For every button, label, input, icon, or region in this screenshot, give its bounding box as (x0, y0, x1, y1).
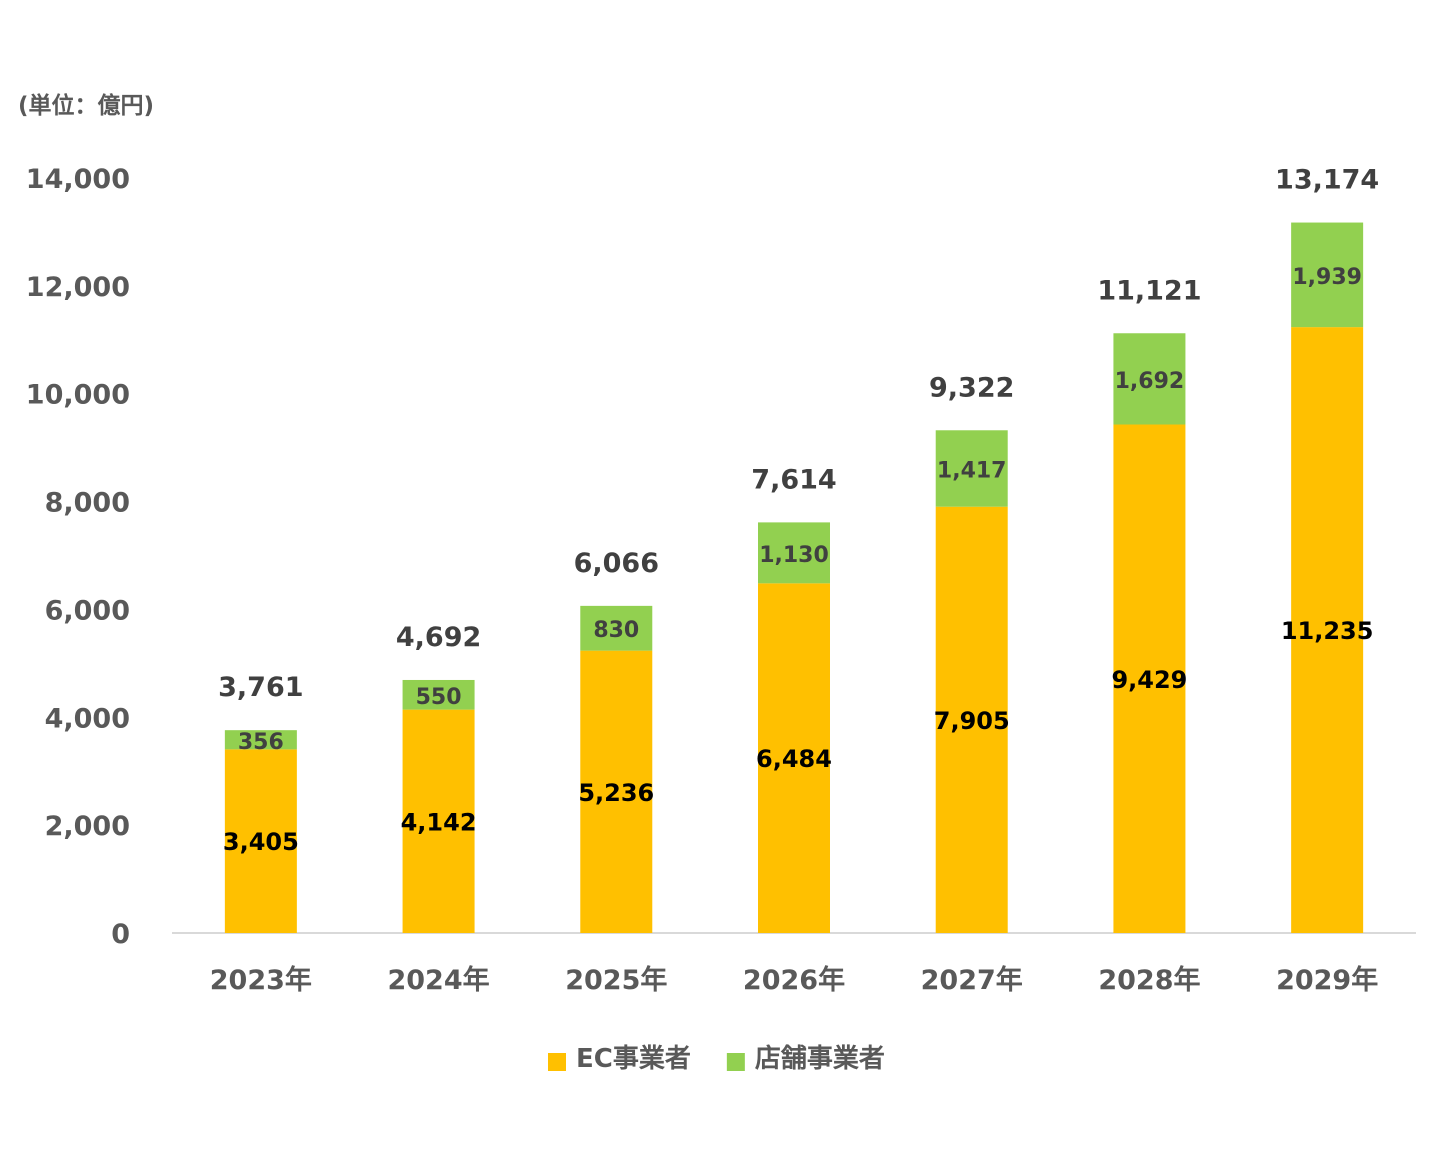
total-label: 9,322 (929, 372, 1014, 403)
bar-segment-store (402, 679, 475, 710)
total-label: 11,121 (1097, 275, 1201, 306)
bar-segment-ec (402, 709, 475, 933)
bar-segment-ec (580, 650, 653, 933)
x-tick-label: 2025年 (565, 964, 667, 996)
bar-segment-store (1113, 333, 1186, 425)
total-label: 13,174 (1275, 165, 1379, 196)
data-label: 1,692 (1115, 369, 1185, 394)
legend-swatch (726, 1053, 745, 1071)
data-label: 830 (593, 618, 639, 643)
y-tick-label: 8,000 (45, 488, 130, 519)
data-label: 11,235 (1281, 617, 1374, 645)
data-label: 1,417 (937, 458, 1007, 483)
bar-segment-store (224, 730, 297, 750)
data-label: 550 (416, 685, 462, 710)
x-tick-label: 2028年 (1098, 964, 1200, 996)
data-label: 1,130 (759, 543, 829, 568)
total-label: 6,066 (574, 548, 659, 579)
bar-segment-ec (1291, 327, 1364, 933)
y-tick-label: 4,000 (45, 703, 130, 734)
data-label: 6,484 (756, 745, 832, 773)
legend-label: EC事業者 (576, 1044, 691, 1074)
total-label: 4,692 (396, 622, 481, 653)
total-label: 7,614 (751, 464, 836, 495)
x-tick-label: 2027年 (921, 964, 1023, 996)
data-label: 9,429 (1111, 666, 1187, 694)
unit-label: (単位：億円) (18, 93, 155, 119)
x-tick-label: 2023年 (210, 964, 312, 996)
y-tick-label: 12,000 (26, 272, 130, 303)
data-label: 4,142 (401, 808, 477, 836)
data-label: 7,905 (934, 707, 1010, 735)
y-tick-label: 2,000 (45, 811, 130, 842)
bar-segment-store (580, 605, 653, 651)
y-tick-label: 14,000 (26, 164, 130, 195)
x-tick-label: 2029年 (1276, 964, 1378, 996)
total-label: 3,761 (218, 672, 303, 703)
bar-segment-ec (224, 749, 297, 933)
data-label: 356 (238, 730, 284, 755)
legend-label: 店舗事業者 (755, 1044, 885, 1074)
y-tick-label: 6,000 (45, 595, 130, 626)
x-tick-label: 2024年 (387, 964, 489, 996)
bar-segment-store (1291, 222, 1364, 328)
data-label: 1,939 (1292, 265, 1362, 290)
data-label: 3,405 (223, 828, 299, 856)
bar-segment-store (935, 430, 1008, 507)
legend-swatch (548, 1053, 566, 1071)
y-tick-label: 0 (111, 919, 130, 950)
bar-segment-ec (935, 506, 1008, 933)
bar-segment-ec (758, 583, 830, 933)
data-label: 5,236 (578, 779, 654, 807)
x-tick-label: 2026年 (743, 964, 845, 996)
bar-segment-store (758, 522, 830, 584)
bar-segment-ec (1113, 424, 1186, 933)
y-tick-label: 10,000 (26, 380, 130, 411)
